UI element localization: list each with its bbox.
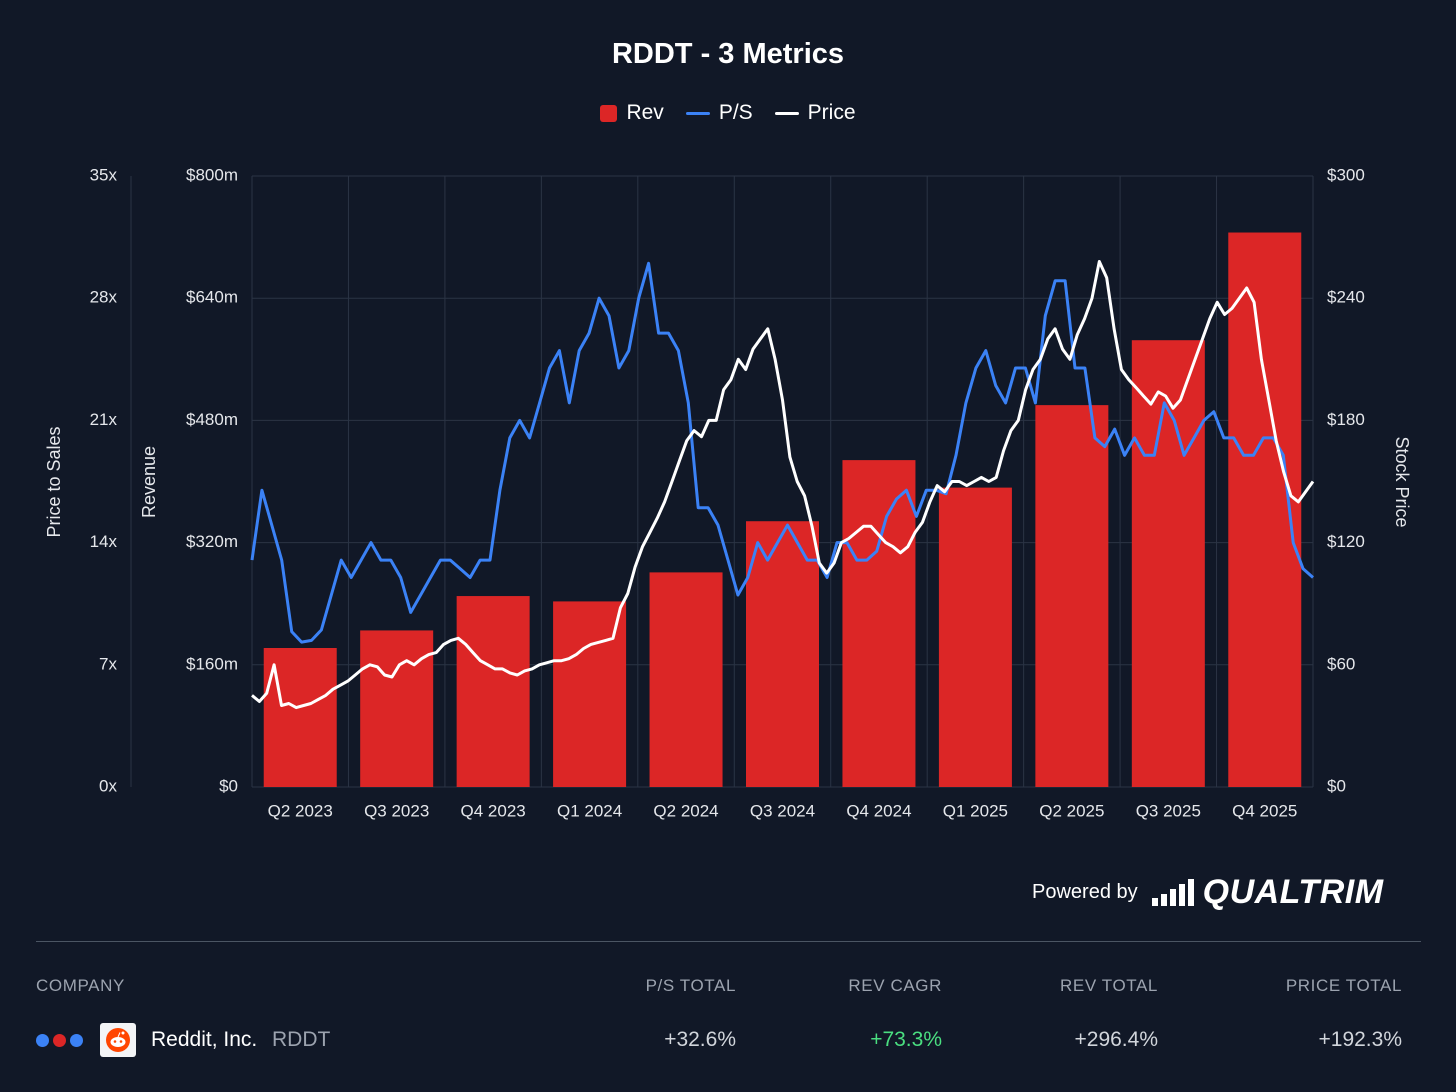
price-line[interactable] — [251, 260, 1315, 710]
ps-tick-label: 0x — [99, 776, 117, 795]
ps-line[interactable] — [250, 261, 1314, 644]
x-tick-label: Q4 2023 — [461, 801, 526, 820]
price-tick-label: $60 — [1327, 654, 1355, 673]
x-tick-label: Q4 2024 — [846, 801, 911, 820]
x-tick-label: Q2 2023 — [268, 801, 333, 820]
x-tick-label: Q4 2025 — [1232, 801, 1297, 820]
revenue-tick-label: $0 — [219, 776, 238, 795]
revenue-tick-label: $800m — [186, 165, 238, 184]
series-dots — [36, 1034, 83, 1047]
legend-item-rev[interactable]: Rev — [600, 101, 664, 125]
chart-canvas: 0x 7x 14x 21x 28x 35x $0 $160m $320m $480m $640m $8… — [44, 165, 1412, 820]
revenue-bar[interactable] — [360, 630, 434, 787]
revenue-tick-label: $640m — [186, 288, 238, 307]
price-tick-label: $180 — [1327, 410, 1365, 429]
legend-price-swatch — [774, 111, 799, 115]
chart-legend: Rev P/S Price — [0, 101, 1456, 125]
company-name[interactable]: Reddit, Inc. — [151, 1028, 258, 1051]
ps-tick-label: 21x — [90, 410, 118, 429]
price-tick-label: $300 — [1327, 165, 1365, 184]
revenue-bar[interactable] — [1131, 340, 1205, 787]
legend-price-label: Price — [807, 101, 856, 124]
company-ticker: RDDT — [272, 1028, 331, 1051]
ps-tick-label: 28x — [90, 288, 118, 307]
revenue-bar[interactable] — [649, 572, 723, 787]
revenue-bars — [263, 232, 1302, 787]
table-divider — [36, 941, 1421, 942]
rev-cagr-value: +73.3% — [870, 1028, 942, 1051]
x-tick-label: Q2 2025 — [1039, 801, 1104, 820]
powered-by[interactable]: Powered by QUALTRIM — [1032, 873, 1384, 911]
price-dot — [70, 1034, 83, 1047]
brand-logo: QUALTRIM — [1151, 872, 1384, 912]
price-tick-label: $0 — [1327, 776, 1346, 795]
revenue-bar[interactable] — [456, 596, 530, 787]
legend-ps-swatch — [685, 111, 710, 115]
ps-tick-label: 14x — [90, 532, 118, 551]
revenue-bar[interactable] — [746, 521, 819, 787]
revenue-bar[interactable] — [938, 487, 1012, 787]
chart-title: RDDT - 3 Metrics — [611, 38, 845, 70]
ps-total-value: +32.6% — [664, 1028, 736, 1051]
legend-item-ps[interactable]: P/S — [685, 101, 753, 125]
legend-item-price[interactable]: Price — [774, 101, 856, 125]
legend-rev-label: Rev — [626, 101, 664, 124]
revenue-axis-title: Revenue — [139, 446, 159, 518]
price-tick-label: $120 — [1327, 532, 1365, 551]
rev-total-value: +296.4% — [1074, 1028, 1159, 1051]
col-rev-cagr[interactable]: REV CAGR — [848, 976, 942, 995]
x-tick-label: Q2 2024 — [653, 801, 718, 820]
price-tick-label: $240 — [1327, 288, 1365, 307]
bars-logo-icon — [1151, 879, 1194, 906]
ps-axis-title: Price to Sales — [44, 426, 64, 537]
col-company[interactable]: COMPANY — [36, 976, 125, 995]
legend-ps-label: P/S — [718, 101, 753, 124]
brand-name: QUALTRIM — [1202, 872, 1384, 911]
revenue-bar[interactable] — [1035, 405, 1109, 787]
x-tick-label: Q1 2025 — [943, 801, 1008, 820]
x-tick-label: Q3 2025 — [1136, 801, 1201, 820]
reddit-alien-icon — [106, 1028, 130, 1052]
x-tick-label: Q3 2024 — [750, 801, 815, 820]
revenue-tick-label: $160m — [186, 654, 238, 673]
ps-tick-label: 35x — [90, 165, 118, 184]
x-tick-label: Q3 2023 — [364, 801, 429, 820]
price-axis-title: Stock Price — [1392, 436, 1412, 527]
price-total-value: +192.3% — [1318, 1028, 1403, 1051]
revenue-tick-label: $320m — [186, 532, 238, 551]
revenue-tick-label: $480m — [186, 410, 238, 429]
col-ps-total[interactable]: P/S TOTAL — [645, 976, 736, 995]
ps-tick-label: 7x — [99, 654, 117, 673]
col-rev-total[interactable]: REV TOTAL — [1060, 976, 1158, 995]
legend-rev-swatch — [600, 104, 618, 122]
x-tick-label: Q1 2024 — [557, 801, 622, 820]
ps-dot — [36, 1034, 49, 1047]
col-price-total[interactable]: PRICE TOTAL — [1285, 976, 1402, 995]
powered-by-text: Powered by — [1032, 880, 1138, 903]
axis-ticks: 0x 7x 14x 21x 28x 35x $0 $160m $320m $480m $640m $8… — [90, 165, 1365, 820]
rev-dot — [53, 1034, 66, 1047]
revenue-bar[interactable] — [842, 460, 916, 787]
company-logo — [100, 1023, 136, 1057]
